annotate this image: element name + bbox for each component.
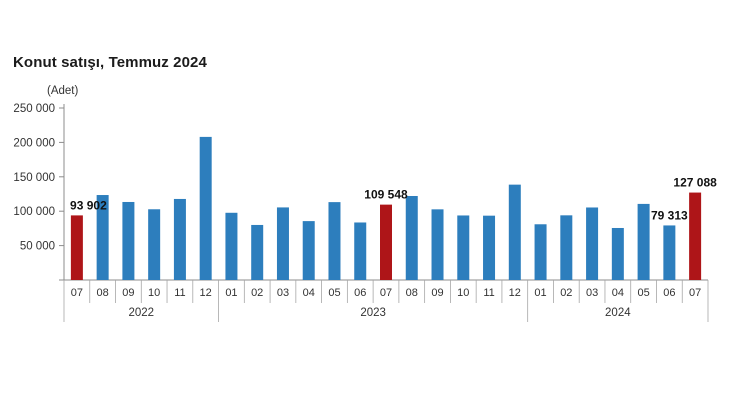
bar-2023-02 (251, 224, 264, 280)
month-label: 11 (483, 287, 494, 299)
month-label: 04 (303, 287, 315, 299)
month-label: 01 (534, 287, 546, 299)
bar-2023-06 (354, 222, 367, 280)
y-axis-tick-label: 250 000 (13, 103, 55, 115)
month-label: 10 (148, 287, 160, 299)
bar-value-label: 93 902 (70, 198, 107, 212)
month-label: 10 (457, 287, 469, 299)
year-label: 2023 (360, 307, 386, 319)
bar-2024-07 (689, 192, 702, 280)
month-label: 07 (71, 287, 83, 299)
chart-title: Konut satışı, Temmuz 2024 (13, 54, 207, 71)
bar-2022-08 (96, 195, 109, 280)
month-label: 12 (200, 287, 212, 299)
y-axis-tick-label: 100 000 (13, 206, 55, 218)
month-label: 02 (251, 287, 263, 299)
y-axis-unit-label: (Adet) (47, 85, 79, 97)
bar-2023-03 (276, 207, 289, 280)
month-label: 05 (637, 287, 649, 299)
month-label: 11 (174, 287, 185, 299)
bar-2022-10 (148, 209, 161, 280)
bar-2024-03 (586, 207, 599, 280)
bar-2024-04 (611, 227, 624, 280)
bar-2023-11 (483, 215, 496, 280)
month-label: 03 (586, 287, 598, 299)
month-label: 04 (612, 287, 624, 299)
bar-2022-07 (70, 215, 83, 280)
year-label: 2024 (605, 307, 631, 319)
month-label: 12 (509, 287, 521, 299)
bar-value-label: 127 088 (673, 176, 717, 190)
bar-2024-01 (534, 224, 547, 280)
month-label: 09 (431, 287, 443, 299)
bar-value-label: 109 548 (364, 188, 408, 202)
bar-2022-11 (173, 198, 186, 280)
month-label: 09 (122, 287, 134, 299)
bar-2024-02 (560, 215, 573, 280)
month-label: 06 (663, 287, 675, 299)
bar-2023-04 (302, 221, 315, 280)
month-label: 01 (225, 287, 237, 299)
bar-2023-08 (405, 195, 418, 280)
bar-2022-09 (122, 201, 135, 280)
month-label: 06 (354, 287, 366, 299)
month-label: 02 (560, 287, 572, 299)
bar-2023-05 (328, 202, 341, 280)
bar-2022-12 (199, 136, 212, 280)
bar-2023-01 (225, 212, 238, 280)
y-axis-tick-label: 150 000 (13, 172, 55, 184)
bar-2024-05 (637, 203, 650, 280)
y-axis-tick-label: 50 000 (20, 241, 55, 253)
year-label: 2022 (128, 307, 154, 319)
month-label: 07 (689, 287, 701, 299)
month-label: 07 (380, 287, 392, 299)
month-label: 05 (328, 287, 340, 299)
month-label: 03 (277, 287, 289, 299)
y-axis-tick-label: 200 000 (13, 137, 55, 149)
bar-2023-09 (431, 209, 444, 280)
bar-2023-10 (457, 215, 470, 280)
month-label: 08 (406, 287, 418, 299)
bar-2024-06 (663, 225, 676, 280)
bar-2023-07 (380, 204, 392, 280)
bar-value-label: 79 313 (651, 208, 688, 222)
bar-2023-12 (508, 184, 521, 280)
month-label: 08 (97, 287, 109, 299)
